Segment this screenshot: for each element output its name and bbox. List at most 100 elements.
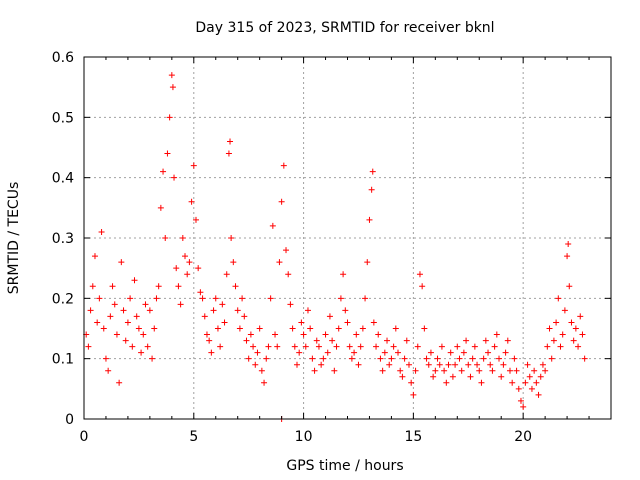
data-point: [539, 361, 546, 368]
y-tick-label: 0.1: [52, 352, 74, 368]
data-point: [366, 216, 373, 223]
data-point: [293, 361, 300, 368]
data-point: [109, 283, 116, 290]
data-point: [531, 367, 538, 374]
data-point: [381, 349, 388, 356]
data-point: [120, 307, 127, 314]
plot-area: [83, 72, 588, 422]
data-point: [460, 349, 467, 356]
data-point: [555, 295, 562, 302]
data-point: [265, 343, 272, 350]
data-point: [225, 150, 232, 157]
data-point: [100, 325, 107, 332]
data-point: [153, 295, 160, 302]
data-point: [469, 355, 476, 362]
data-point: [471, 343, 478, 350]
data-point: [467, 373, 474, 380]
data-point: [397, 367, 404, 374]
data-point: [375, 331, 382, 338]
data-point: [405, 361, 412, 368]
data-point: [355, 361, 362, 368]
data-point: [142, 301, 149, 308]
data-point: [346, 343, 353, 350]
data-point: [254, 349, 261, 356]
data-point: [269, 222, 276, 229]
data-point: [91, 253, 98, 260]
data-point: [564, 253, 571, 260]
data-point: [348, 355, 355, 362]
data-point: [324, 349, 331, 356]
data-point: [289, 325, 296, 332]
data-point: [320, 355, 327, 362]
data-point: [342, 307, 349, 314]
data-point: [454, 343, 461, 350]
data-point: [267, 295, 274, 302]
data-point: [553, 319, 560, 326]
data-point: [570, 337, 577, 344]
data-point: [445, 361, 452, 368]
axis-ticks: [83, 56, 612, 420]
data-point: [247, 331, 254, 338]
x-tick-label: 0: [80, 429, 89, 445]
data-point: [280, 162, 287, 169]
data-point: [164, 150, 171, 157]
data-point: [568, 319, 575, 326]
data-point: [386, 361, 393, 368]
data-point: [476, 367, 483, 374]
chart-title: Day 315 of 2023, SRMTID for receiver bkn…: [195, 20, 494, 36]
grid-lines: [84, 57, 611, 419]
data-point: [102, 355, 109, 362]
data-point: [144, 343, 151, 350]
data-point: [465, 361, 472, 368]
data-point: [566, 283, 573, 290]
data-point: [392, 325, 399, 332]
data-point: [318, 361, 325, 368]
data-point: [223, 271, 230, 278]
data-point: [362, 295, 369, 302]
data-point: [577, 313, 584, 320]
y-tick-label: 0.2: [52, 291, 74, 307]
data-point: [208, 349, 215, 356]
data-point: [504, 337, 511, 344]
data-point: [157, 204, 164, 211]
data-point: [509, 379, 516, 386]
data-point: [173, 265, 180, 272]
data-point: [236, 325, 243, 332]
data-point: [443, 379, 450, 386]
data-point: [98, 228, 105, 235]
data-point: [557, 343, 564, 350]
x-tick-label: 15: [404, 429, 422, 445]
data-point: [373, 343, 380, 350]
data-point: [331, 367, 338, 374]
data-point: [412, 367, 419, 374]
data-point: [408, 379, 415, 386]
data-point: [263, 355, 270, 362]
data-point: [127, 295, 134, 302]
data-point: [169, 84, 176, 91]
data-point: [441, 367, 448, 374]
data-point: [140, 331, 147, 338]
data-point: [96, 295, 103, 302]
data-point: [291, 343, 298, 350]
data-point: [370, 319, 377, 326]
y-tick-label: 0.3: [52, 231, 74, 247]
data-point: [214, 325, 221, 332]
data-point: [85, 343, 92, 350]
data-point: [188, 198, 195, 205]
data-point: [423, 355, 430, 362]
data-point: [245, 355, 252, 362]
data-point: [322, 331, 329, 338]
data-point: [199, 295, 206, 302]
data-point: [399, 373, 406, 380]
data-point: [344, 319, 351, 326]
data-point: [359, 325, 366, 332]
data-point: [485, 349, 492, 356]
data-point: [581, 355, 588, 362]
data-point: [94, 319, 101, 326]
data-point: [261, 379, 268, 386]
data-point: [353, 331, 360, 338]
data-point: [203, 331, 210, 338]
data-point: [414, 343, 421, 350]
data-point: [124, 319, 131, 326]
data-point: [258, 367, 265, 374]
